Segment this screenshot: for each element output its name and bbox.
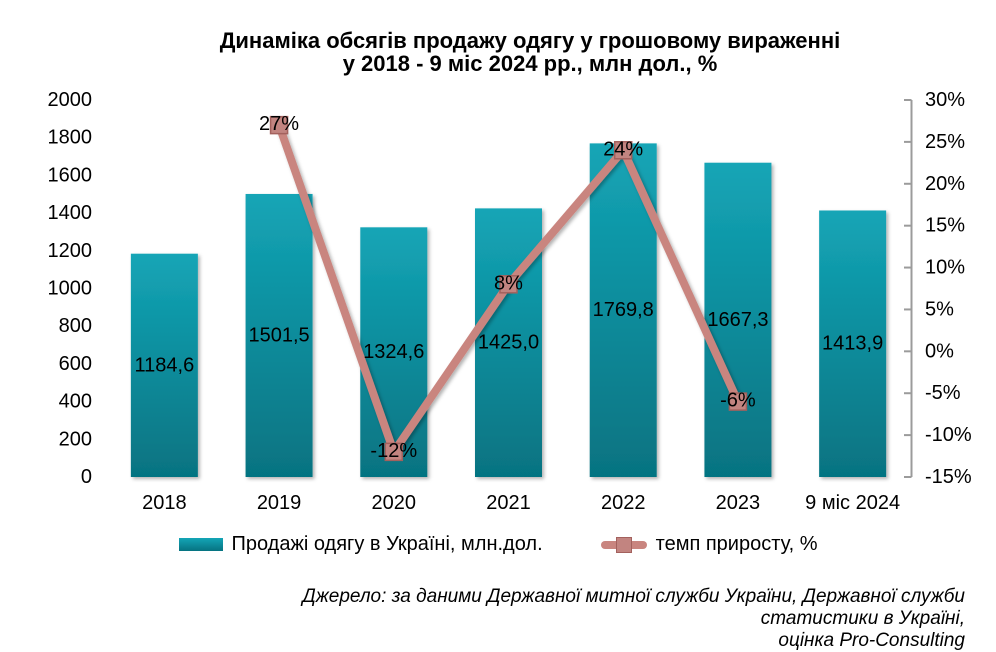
- pct-axis-tick-label: 0%: [925, 340, 954, 362]
- growth-value-label: 24%: [603, 138, 643, 160]
- bar-value-label: 1769,8: [593, 299, 654, 321]
- chart-title: Динаміка обсягів продажу одягу у грошово…: [100, 29, 960, 75]
- pct-axis-tick-label: -5%: [925, 382, 961, 404]
- growth-value-label: -6%: [720, 390, 756, 412]
- bar-value-label: 1425,0: [478, 332, 539, 354]
- pct-axis-tick-label: 20%: [925, 173, 965, 195]
- labels-layer: 1184,6 2018 1501,5 2019 1324,6 2020 1425,0 2021…: [135, 299, 901, 514]
- y-axis-tick-label: 400: [59, 391, 92, 413]
- chart-title-line1: Динаміка обсягів продажу одягу у грошово…: [219, 28, 841, 53]
- bar-2018: [130, 253, 198, 477]
- bar-value-label: 1184,6: [135, 354, 195, 376]
- y-axis-tick-label: 1800: [48, 127, 93, 149]
- legend: Продажі одягу в Україні, млн.дол. темп п…: [0, 533, 996, 556]
- growth-marker: [384, 442, 404, 462]
- x-axis-label: 2019: [257, 492, 302, 514]
- x-axis-label: 2023: [716, 492, 761, 514]
- y-axis-tick-label: 200: [59, 428, 92, 450]
- source-line2: оцінка Pro-Consulting: [778, 630, 965, 651]
- bar-9 міс 2024: [819, 210, 887, 477]
- y-axis-tick-label: 1400: [48, 202, 93, 224]
- growth-value-label: 8%: [494, 272, 523, 294]
- line-series-swatch-icon: [600, 536, 647, 554]
- growth-marker: [499, 275, 518, 294]
- bar-value-label: 1413,9: [822, 333, 883, 355]
- y-axis-tick-label: 2000: [48, 89, 93, 111]
- bar-value-label: 1501,5: [248, 324, 309, 346]
- legend-label-sales: Продажі одягу в Україні, млн.дол.: [231, 533, 543, 555]
- growth-marker: [728, 392, 748, 411]
- pct-axis-tick-label: -10%: [925, 424, 972, 446]
- y-axis-tick-label: 0: [81, 466, 92, 488]
- pct-axis-tick-label: -15%: [925, 466, 972, 488]
- y-axis-tick-label: 1000: [48, 278, 93, 300]
- x-axis-label: 2020: [372, 492, 417, 514]
- legend-item-sales: Продажі одягу в Україні, млн.дол.: [178, 533, 543, 556]
- pct-axis-tick-label: 15%: [925, 215, 965, 237]
- growth-marker: [269, 115, 289, 135]
- growth-value-label: -12%: [370, 440, 417, 462]
- growth-line-layer: 27% -12% 8% 24% -6%: [259, 113, 756, 462]
- source-line1: Джерело: за даними Державної митної служ…: [302, 586, 965, 629]
- bar-value-label: 1667,3: [707, 309, 768, 331]
- pct-axis-tick-label: 5%: [925, 298, 954, 320]
- chart-title-line2: у 2018 - 9 міс 2024 рр., млн дол., %: [342, 51, 718, 76]
- pct-axis-tick-label: 25%: [925, 131, 965, 153]
- growth-marker: [613, 141, 633, 160]
- x-axis-label: 9 міс 2024: [805, 492, 900, 514]
- bar-value-label: 1324,6: [363, 341, 424, 363]
- legend-label-growth: темп приросту, %: [655, 533, 818, 555]
- line-marker-icon: [615, 536, 632, 553]
- pct-axis-tick-label: 10%: [925, 257, 965, 279]
- x-axis-label: 2021: [486, 492, 531, 514]
- bar-2020: [360, 227, 428, 477]
- bar-2019: [245, 193, 313, 477]
- pct-axis-tick-label: 30%: [925, 89, 965, 111]
- axes-layer: 0 200 400 600 800 1000 1200 1400 1600 1800 2000 -15…: [48, 89, 972, 488]
- growth-value-label: 27%: [259, 113, 299, 135]
- bar-2023: [704, 162, 772, 478]
- y-axis-tick-label: 800: [59, 315, 92, 337]
- y-axis-tick-label: 600: [59, 353, 92, 375]
- bar-series-swatch-icon: [178, 538, 223, 551]
- x-axis-label: 2018: [142, 492, 187, 514]
- y-axis-tick-label: 1600: [48, 164, 93, 186]
- source-note: Джерело: за даними Державної митної служ…: [185, 586, 965, 652]
- legend-item-growth: темп приросту, %: [600, 533, 818, 556]
- bars-layer: [130, 143, 887, 478]
- x-axis-label: 2022: [601, 492, 646, 514]
- y-axis-tick-label: 1200: [48, 240, 93, 262]
